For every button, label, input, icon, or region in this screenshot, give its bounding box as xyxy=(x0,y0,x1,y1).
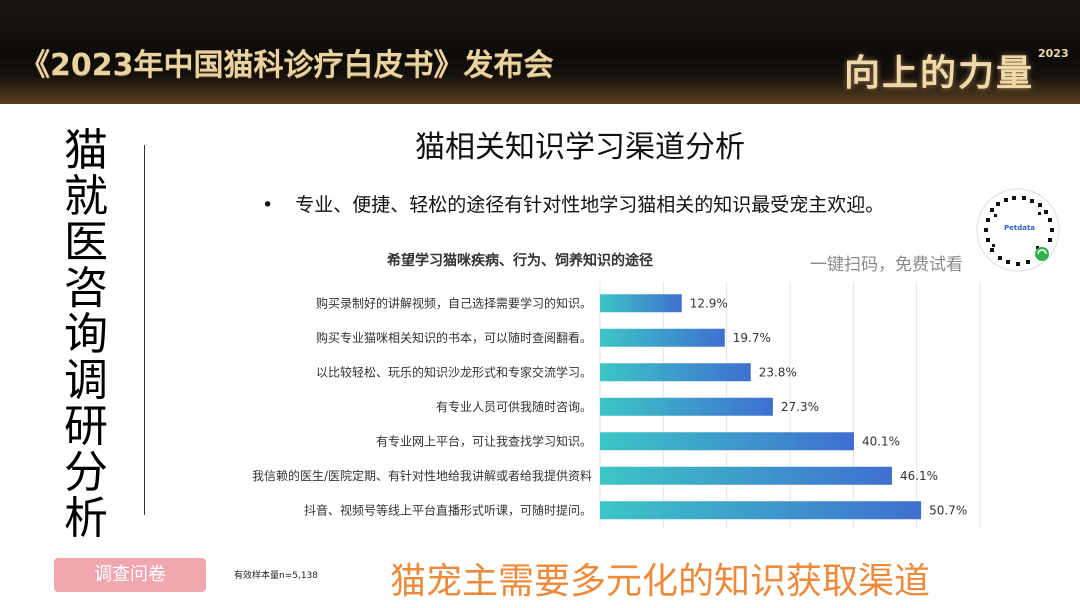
side-title: 猫就医咨询调研分析 xyxy=(64,125,108,544)
category-label: 以比较轻松、玩乐的知识沙龙形式和专家交流学习。 xyxy=(316,364,592,379)
value-label: 19.7% xyxy=(733,331,771,345)
conclusion-text: 猫宠主需要多元化的知识获取渠道 xyxy=(390,561,931,602)
survey-button[interactable]: 调查问卷 xyxy=(54,558,206,592)
value-label: 23.8% xyxy=(759,365,797,379)
chart-title: 希望学习猫咪疾病、行为、饲养知识的途径 xyxy=(387,253,653,269)
qr-code[interactable]: Petdata xyxy=(976,188,1060,272)
page-title: 猫相关知识学习渠道分析 xyxy=(415,130,745,165)
bar xyxy=(600,328,725,347)
event-year: 2023 xyxy=(1038,47,1069,60)
scan-hint: 一键扫码，免费试看 xyxy=(810,255,963,275)
category-label: 我信赖的医生/医院定期、有针对性地给我讲解或者给我提供资料 xyxy=(252,468,592,483)
value-label: 40.1% xyxy=(862,434,900,448)
bullet-icon: • xyxy=(262,194,274,216)
header-banner: 《2023年中国猫科诊疗白皮书》发布会 向上的力量 2023 xyxy=(0,0,1080,104)
category-label: 有专业人员可供我随时咨询。 xyxy=(436,399,592,414)
bar-chart: 购买录制好的讲解视频，自己选择需要学习的知识。购买专业猫咪相关知识的书本，可以随… xyxy=(252,282,981,528)
key-finding-text: 专业、便捷、轻松的途径有针对性地学习猫相关的知识最受宠主欢迎。 xyxy=(295,194,885,216)
bar xyxy=(600,294,682,313)
sample-size-note: 有效样本量n=5,138 xyxy=(234,571,319,581)
category-label: 抖音、视频号等线上平台直播形式听课，可随时提问。 xyxy=(304,502,592,517)
side-divider xyxy=(144,145,145,515)
bar xyxy=(600,501,922,520)
category-label: 购买专业猫咪相关知识的书本，可以随时查阅翻看。 xyxy=(316,330,592,345)
event-logo: 向上的力量 xyxy=(843,53,1034,94)
banner-title: 《2023年中国猫科诊疗白皮书》发布会 xyxy=(20,48,554,83)
bar xyxy=(600,432,854,451)
bar xyxy=(600,466,892,485)
value-label: 12.9% xyxy=(690,296,728,310)
banner-glow xyxy=(0,76,1080,104)
bar xyxy=(600,363,751,382)
category-label: 有专业网上平台，可让我查找学习知识。 xyxy=(376,433,592,448)
qr-code-icon xyxy=(976,188,1060,272)
bar xyxy=(600,397,773,416)
value-label: 50.7% xyxy=(929,503,967,517)
value-label: 27.3% xyxy=(781,400,819,414)
category-label: 购买录制好的讲解视频，自己选择需要学习的知识。 xyxy=(316,295,592,310)
qr-brand: Petdata xyxy=(1004,224,1036,232)
value-label: 46.1% xyxy=(900,469,938,483)
key-finding: • 专业、便捷、轻松的途径有针对性地学习猫相关的知识最受宠主欢迎。 xyxy=(262,190,884,217)
